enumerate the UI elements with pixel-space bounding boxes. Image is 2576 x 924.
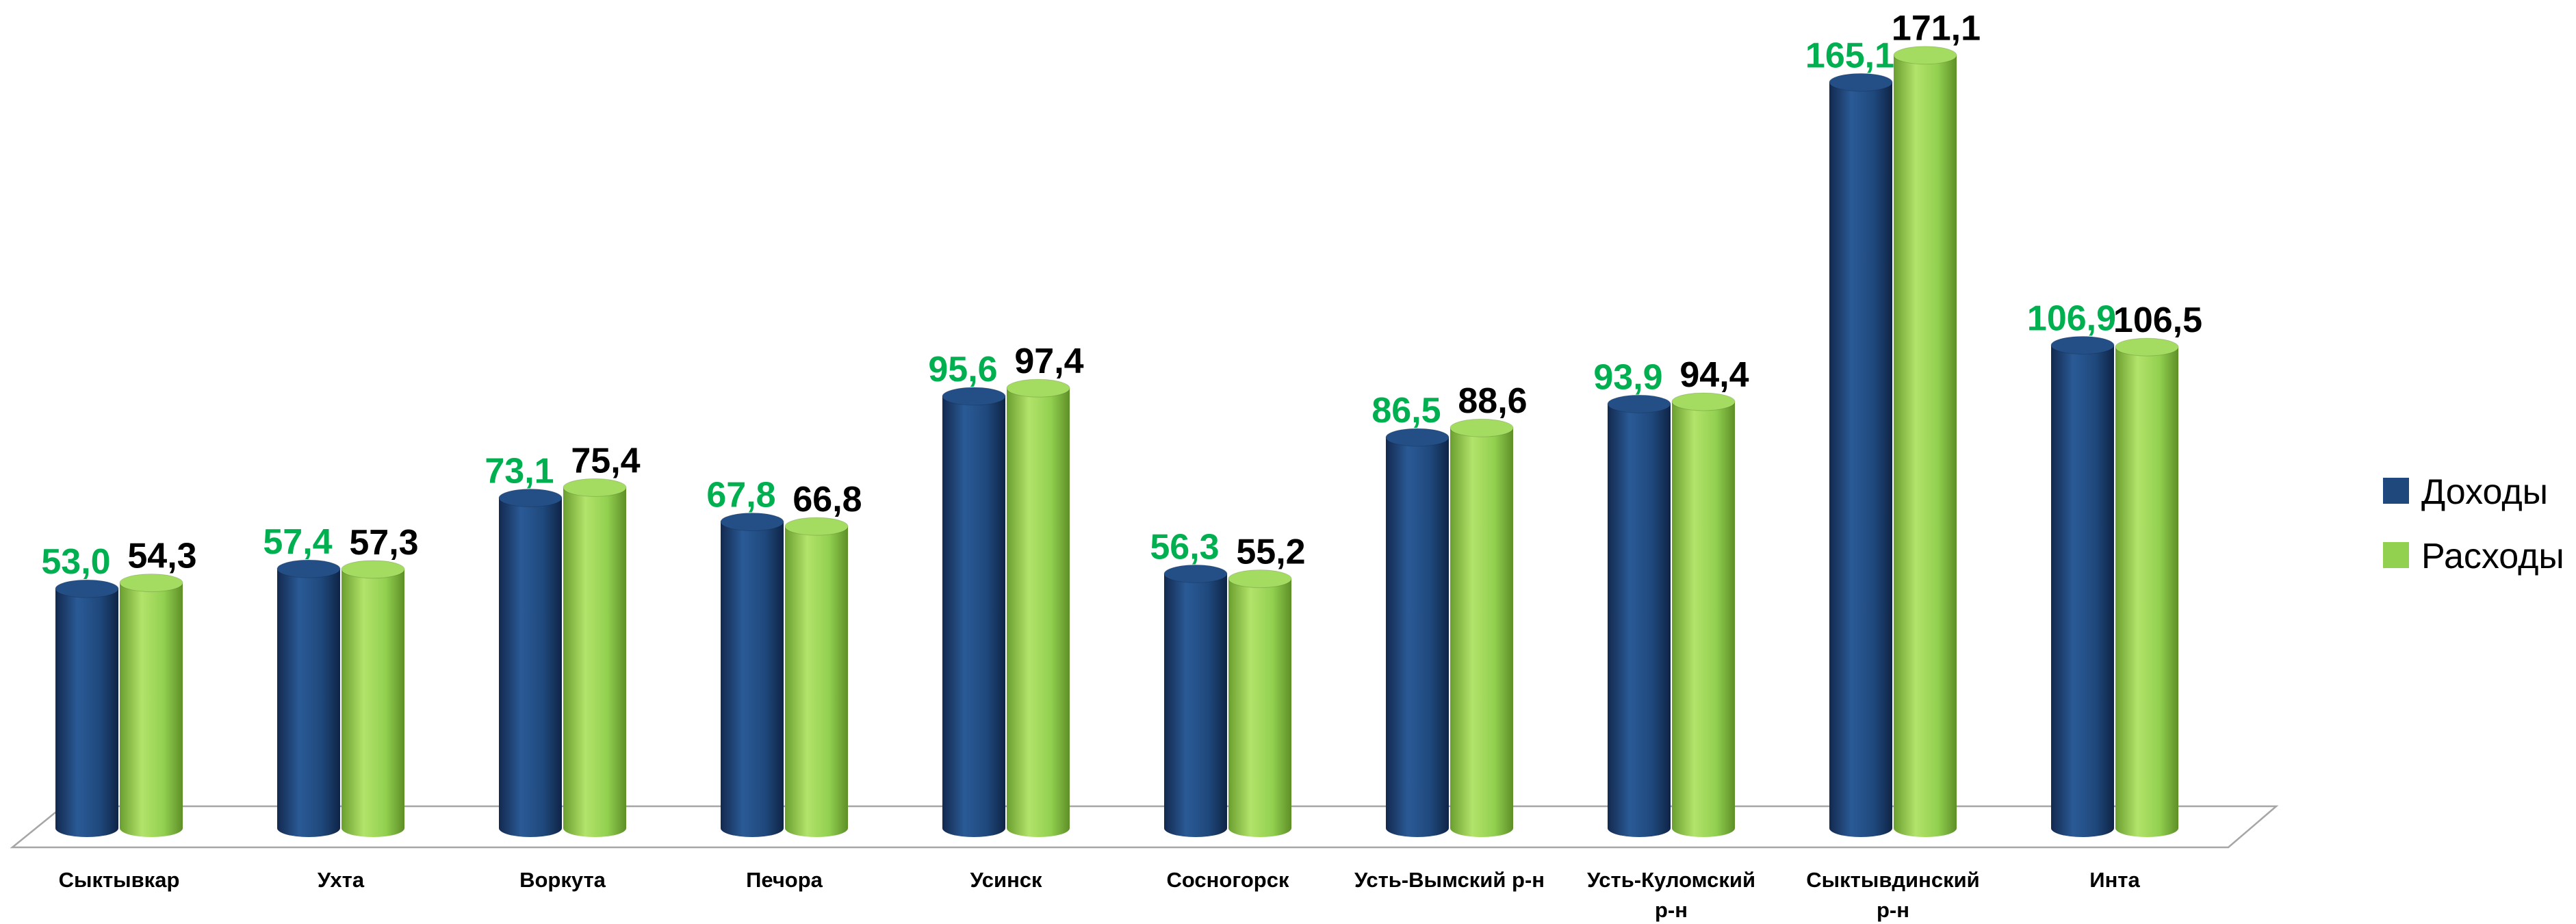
legend-label: Расходы xyxy=(2421,537,2564,576)
category-label: Печора xyxy=(746,868,823,892)
bar-income xyxy=(1607,394,1671,837)
bar-expense xyxy=(1450,418,1514,837)
legend: Доходы Расходы xyxy=(2383,472,2564,576)
bar-expense xyxy=(341,560,405,837)
category-label: Инта xyxy=(2089,868,2140,892)
value-label-expense: 88,6 xyxy=(1458,381,1527,421)
value-label-income: 73,1 xyxy=(485,452,554,491)
bar-income xyxy=(276,559,341,837)
bar-income xyxy=(1385,428,1450,837)
bar-income xyxy=(498,489,563,837)
category-label: Усинск xyxy=(970,868,1042,892)
legend-item-expense: Расходы xyxy=(2383,537,2564,576)
value-label-expense: 57,3 xyxy=(349,523,418,563)
value-label-expense: 66,8 xyxy=(793,480,862,519)
value-label-income: 165,1 xyxy=(1805,36,1894,75)
value-label-expense: 171,1 xyxy=(1892,9,1981,49)
legend-label: Доходы xyxy=(2421,472,2548,512)
value-label-income: 57,4 xyxy=(263,522,332,562)
bar-income xyxy=(942,387,1006,837)
bar-expense xyxy=(119,574,183,837)
value-label-expense: 97,4 xyxy=(1014,342,1083,381)
bar-expense xyxy=(1671,392,1736,837)
value-label-expense: 75,4 xyxy=(571,441,640,480)
category-label: Ухта xyxy=(318,868,365,892)
value-label-income: 86,5 xyxy=(1371,391,1441,431)
bar-expense xyxy=(1006,378,1070,837)
bar-expense xyxy=(2115,337,2179,838)
bar-expense xyxy=(1893,46,1957,838)
value-label-income: 106,9 xyxy=(2027,298,2116,338)
value-label-income: 56,3 xyxy=(1150,527,1219,567)
category-label: Сосногорск xyxy=(1167,868,1289,892)
bar-expense xyxy=(784,517,849,837)
value-labels-layer: 53,0 54,3 57,4 57,3 73,1 75,4 67,8 66,8 95,6 97,4… xyxy=(41,9,2202,582)
value-label-expense: 94,4 xyxy=(1679,355,1749,395)
bar-income xyxy=(1163,564,1228,837)
value-label-expense: 54,3 xyxy=(127,537,196,576)
bar-expense xyxy=(1228,569,1292,837)
bar-income xyxy=(720,513,784,837)
category-label: Сыктывкар xyxy=(59,868,180,892)
value-label-expense: 55,2 xyxy=(1236,532,1305,572)
value-label-income: 67,8 xyxy=(706,476,775,515)
category-label: р-н xyxy=(1877,898,1909,922)
legend-item-income: Доходы xyxy=(2383,472,2548,512)
value-label-income: 53,0 xyxy=(41,542,110,582)
category-label: Воркута xyxy=(519,868,606,892)
bar-income xyxy=(2050,335,2115,838)
bar-expense xyxy=(563,478,627,837)
bar-income xyxy=(1829,73,1893,838)
category-labels-layer: Сыктывкар Ухта Воркута Печора Усинск Сосногор… xyxy=(59,868,2141,922)
category-label: р-н xyxy=(1655,898,1688,922)
value-label-income: 93,9 xyxy=(1593,357,1662,397)
bar-income xyxy=(55,579,119,837)
category-label: Усть-Куломский xyxy=(1587,868,1755,892)
bars-layer xyxy=(55,46,2179,838)
category-label: Усть-Вымский р-н xyxy=(1354,868,1545,892)
value-label-expense: 106,5 xyxy=(2113,300,2202,340)
legend-swatch xyxy=(2383,542,2409,568)
category-label: Сыктывдинский xyxy=(1806,868,1979,892)
legend-swatch xyxy=(2383,478,2409,504)
value-label-income: 95,6 xyxy=(928,350,997,389)
